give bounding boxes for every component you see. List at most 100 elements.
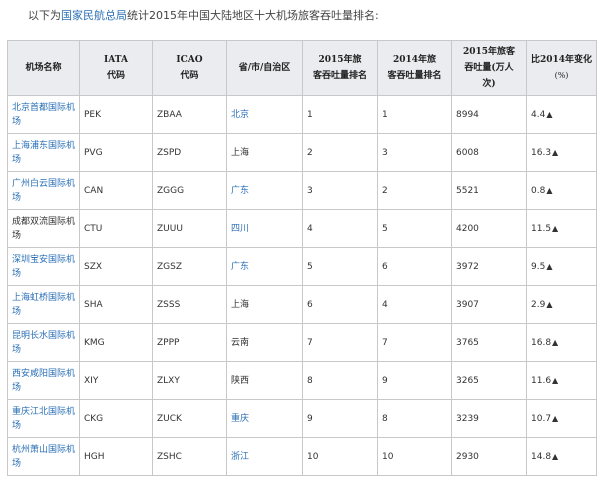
airport-name-cell: 重庆江北国际机场 bbox=[7, 399, 80, 438]
airport-name-line1: 上海浦东国际机 bbox=[12, 140, 76, 151]
increase-arrow-icon: ▲ bbox=[552, 451, 559, 461]
change-cell: 10.7▲ bbox=[526, 399, 597, 438]
volume-2015-cell: 8994 bbox=[451, 95, 527, 134]
volume-2015-cell: 5521 bbox=[451, 171, 527, 210]
region-cell: 陕西 bbox=[226, 361, 303, 400]
change-value: 11.5 bbox=[531, 223, 552, 234]
region-cell: 重庆 bbox=[226, 399, 303, 438]
icao-code-cell: ZSSS bbox=[152, 285, 227, 324]
change-cell: 16.8▲ bbox=[526, 323, 597, 362]
change-cell: 2.9▲ bbox=[526, 285, 597, 324]
header-icao: ICAO 代码 bbox=[152, 40, 227, 96]
region-name[interactable]: 重庆 bbox=[231, 413, 250, 424]
airport-name[interactable]: 上海浦东国际机场 bbox=[12, 141, 75, 165]
volume-2015-cell: 3972 bbox=[451, 247, 527, 286]
airport-name-line2: 场 bbox=[12, 306, 22, 317]
change-value: 4.4 bbox=[531, 109, 546, 120]
increase-arrow-icon: ▲ bbox=[552, 337, 559, 347]
airport-name[interactable]: 北京首都国际机场 bbox=[12, 103, 75, 127]
volume-2015-cell: 3239 bbox=[451, 399, 527, 438]
airport-name-cell: 深圳宝安国际机场 bbox=[7, 247, 80, 286]
increase-arrow-icon: ▲ bbox=[546, 185, 553, 195]
iata-code-cell: CAN bbox=[79, 171, 153, 210]
airport-name: 成都双流国际机场 bbox=[12, 217, 75, 241]
airport-name[interactable]: 广州白云国际机场 bbox=[12, 179, 75, 203]
rank-2014-cell: 9 bbox=[377, 361, 452, 400]
volume-2015-cell: 3907 bbox=[451, 285, 527, 324]
region-cell: 上海 bbox=[226, 133, 303, 172]
airport-name-line1: 昆明长水国际机 bbox=[12, 330, 76, 341]
region-name[interactable]: 北京 bbox=[231, 109, 250, 120]
intro-suffix: 统计2015年中国大陆地区十大机场旅客吞吐量排名: bbox=[127, 9, 379, 22]
region-name: 上海 bbox=[231, 299, 250, 310]
region-name[interactable]: 广东 bbox=[231, 261, 250, 272]
region-cell: 北京 bbox=[226, 95, 303, 134]
rank-2015-cell: 10 bbox=[302, 437, 378, 476]
volume-2015-cell: 3765 bbox=[451, 323, 527, 362]
caac-link[interactable]: 国家民航总局 bbox=[61, 9, 127, 22]
icao-code-cell: ZLXY bbox=[152, 361, 227, 400]
region-name: 上海 bbox=[231, 147, 250, 158]
table-row: 北京首都国际机场 PEK ZBAA 北京 1 1 8994 4.4▲ bbox=[7, 95, 597, 134]
header-change: 比2014年变化 (%) bbox=[526, 40, 597, 96]
increase-arrow-icon: ▲ bbox=[552, 375, 559, 385]
table-body: 北京首都国际机场 PEK ZBAA 北京 1 1 8994 4.4▲ 上海浦东国际机场 PVG ZS… bbox=[7, 95, 597, 476]
change-value: 14.8 bbox=[531, 451, 552, 462]
airport-name[interactable]: 西安咸阳国际机场 bbox=[12, 369, 75, 393]
airport-name-cell: 上海虹桥国际机场 bbox=[7, 285, 80, 324]
increase-arrow-icon: ▲ bbox=[546, 299, 553, 309]
icao-code-cell: ZBAA bbox=[152, 95, 227, 134]
region-cell: 四川 bbox=[226, 209, 303, 248]
table-row: 杭州萧山国际机场 HGH ZSHC 浙江 10 10 2930 14.8▲ bbox=[7, 437, 597, 476]
table-row: 昆明长水国际机场 KMG ZPPP 云南 7 7 3765 16.8▲ bbox=[7, 323, 597, 362]
header-rank-2015: 2015年旅 客吞吐量排名 bbox=[302, 40, 378, 96]
change-value: 2.9 bbox=[531, 299, 546, 310]
table-row: 上海浦东国际机场 PVG ZSPD 上海 2 3 6008 16.3▲ bbox=[7, 133, 597, 172]
iata-code-cell: XIY bbox=[79, 361, 153, 400]
airport-name-line1: 成都双流国际机 bbox=[12, 216, 76, 227]
airport-name[interactable]: 上海虹桥国际机场 bbox=[12, 293, 75, 317]
airport-name[interactable]: 昆明长水国际机场 bbox=[12, 331, 75, 355]
rank-2014-cell: 5 bbox=[377, 209, 452, 248]
iata-code-cell: CTU bbox=[79, 209, 153, 248]
airport-name[interactable]: 杭州萧山国际机场 bbox=[12, 445, 75, 469]
table-row: 深圳宝安国际机场 SZX ZGSZ 广东 5 6 3972 9.5▲ bbox=[7, 247, 597, 286]
airport-name-cell: 杭州萧山国际机场 bbox=[7, 437, 80, 476]
region-name[interactable]: 浙江 bbox=[231, 451, 250, 462]
change-cell: 16.3▲ bbox=[526, 133, 597, 172]
rank-2014-cell: 8 bbox=[377, 399, 452, 438]
change-cell: 14.8▲ bbox=[526, 437, 597, 476]
airport-name-cell: 广州白云国际机场 bbox=[7, 171, 80, 210]
header-volume-2015: 2015年旅客 吞吐量(万人 次) bbox=[451, 40, 527, 96]
region-name: 云南 bbox=[231, 337, 250, 348]
airport-name-cell: 昆明长水国际机场 bbox=[7, 323, 80, 362]
change-value: 10.7 bbox=[531, 413, 552, 424]
airport-name-line2: 场 bbox=[12, 344, 22, 355]
airport-name-line2: 场 bbox=[12, 230, 22, 241]
rank-2014-cell: 1 bbox=[377, 95, 452, 134]
icao-code-cell: ZPPP bbox=[152, 323, 227, 362]
airport-name-line2: 场 bbox=[12, 192, 22, 203]
increase-arrow-icon: ▲ bbox=[546, 261, 553, 271]
iata-code-cell: PVG bbox=[79, 133, 153, 172]
region-name[interactable]: 四川 bbox=[231, 223, 250, 234]
rank-2015-cell: 9 bbox=[302, 399, 378, 438]
icao-code-cell: ZSPD bbox=[152, 133, 227, 172]
table-row: 上海虹桥国际机场 SHA ZSSS 上海 6 4 3907 2.9▲ bbox=[7, 285, 597, 324]
header-iata: IATA 代码 bbox=[79, 40, 153, 96]
airport-name-cell: 成都双流国际机场 bbox=[7, 209, 80, 248]
airport-name-cell: 北京首都国际机场 bbox=[7, 95, 80, 134]
region-cell: 上海 bbox=[226, 285, 303, 324]
region-name[interactable]: 广东 bbox=[231, 185, 250, 196]
rank-2015-cell: 6 bbox=[302, 285, 378, 324]
rank-2014-cell: 4 bbox=[377, 285, 452, 324]
region-cell: 广东 bbox=[226, 247, 303, 286]
header-name: 机场名称 bbox=[7, 40, 80, 96]
airport-name[interactable]: 深圳宝安国际机场 bbox=[12, 255, 75, 279]
region-name: 陕西 bbox=[231, 375, 250, 386]
icao-code-cell: ZUUU bbox=[152, 209, 227, 248]
rank-2015-cell: 3 bbox=[302, 171, 378, 210]
rank-2014-cell: 7 bbox=[377, 323, 452, 362]
change-value: 0.8 bbox=[531, 185, 546, 196]
airport-name[interactable]: 重庆江北国际机场 bbox=[12, 407, 75, 431]
